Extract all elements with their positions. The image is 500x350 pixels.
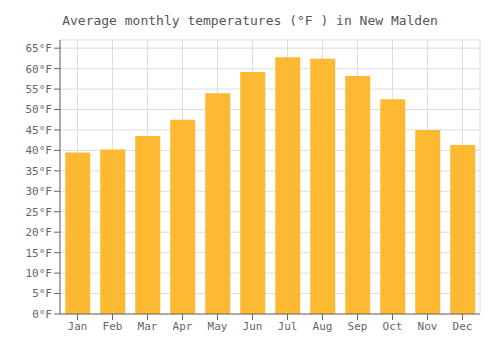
html-text:Average monthly temperatures (: Average monthly temperatures (°F ) in Ne… bbox=[62, 13, 438, 28]
svg-text:Mar: Mar bbox=[138, 320, 158, 333]
svg-text:0°F: 0°F bbox=[32, 308, 52, 321]
svg-text:45°F: 45°F bbox=[26, 124, 53, 137]
svg-text:55°F: 55°F bbox=[26, 83, 53, 96]
svg-text:35°F: 35°F bbox=[26, 165, 53, 178]
svg-text:Feb: Feb bbox=[103, 320, 123, 333]
svg-text:Jun: Jun bbox=[243, 320, 263, 333]
svg-text:20°F: 20°F bbox=[26, 226, 53, 239]
svg-text:65°F: 65°F bbox=[26, 42, 53, 55]
svg-text:10°F: 10°F bbox=[26, 267, 53, 280]
svg-text:Sep: Sep bbox=[348, 320, 368, 333]
svg-text:Jan: Jan bbox=[68, 320, 88, 333]
svg-text:60°F: 60°F bbox=[26, 63, 53, 76]
svg-text:40°F: 40°F bbox=[26, 144, 53, 157]
svg-text:Dec: Dec bbox=[453, 320, 473, 333]
svg-text:Aug: Aug bbox=[313, 320, 333, 333]
svg-text:May: May bbox=[208, 320, 228, 333]
svg-text:5°F: 5°F bbox=[32, 287, 52, 300]
svg-text:15°F: 15°F bbox=[26, 247, 53, 260]
svg-text:Nov: Nov bbox=[418, 320, 438, 333]
svg-text:30°F: 30°F bbox=[26, 185, 53, 198]
svg-text:Apr: Apr bbox=[173, 320, 193, 333]
svg-text:Oct: Oct bbox=[383, 320, 403, 333]
svg-text:Jul: Jul bbox=[278, 320, 298, 333]
svg-text:50°F: 50°F bbox=[26, 103, 53, 116]
svg-text:25°F: 25°F bbox=[26, 206, 53, 219]
